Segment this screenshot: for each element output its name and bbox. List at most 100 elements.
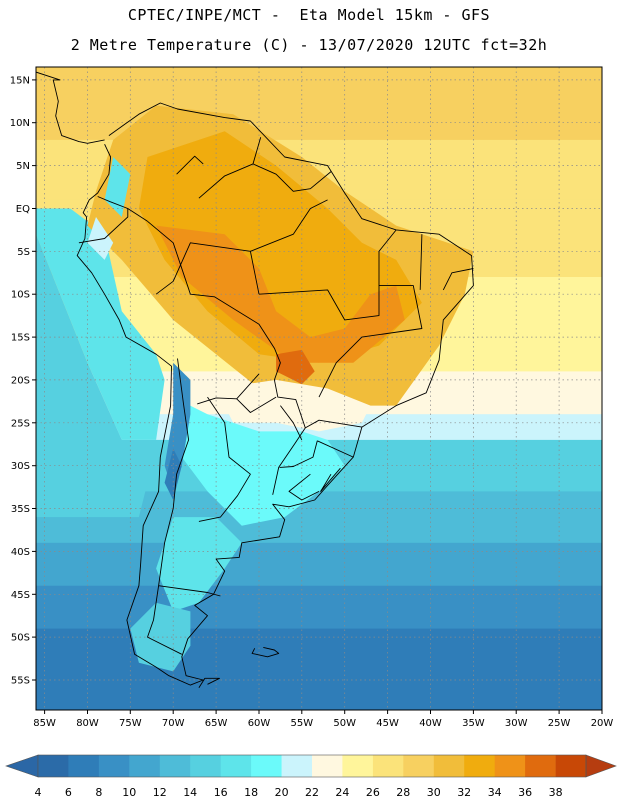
lat-label: 55S [11, 676, 30, 687]
coastline-borders [36, 71, 474, 688]
colorbar-swatch [38, 755, 69, 777]
colorbar-tick-label: 10 [122, 786, 136, 799]
lon-label: 25W [548, 718, 571, 729]
land-temperature-zone [164, 448, 182, 500]
lat-label: 10N [10, 118, 30, 129]
colorbar-swatch [220, 755, 252, 777]
colorbar-swatch [494, 755, 526, 777]
lat-label: 35S [11, 504, 30, 515]
lon-label: 85W [33, 718, 56, 729]
pacific-zone [36, 234, 148, 518]
boundary-line [36, 71, 105, 144]
land-temperature-zone [156, 517, 242, 612]
lon-label: 30W [505, 718, 528, 729]
lon-label: 20W [591, 718, 614, 729]
colorbar-swatch [433, 755, 465, 777]
lat-label: 25S [11, 418, 30, 429]
boundary-line [280, 405, 303, 441]
colorbar-tick-label: 24 [335, 786, 349, 799]
colorbar-tick-label: 34 [488, 786, 502, 799]
colorbar-swatch [525, 755, 556, 777]
colorbar-tick-label: 18 [244, 786, 258, 799]
boundary-line [147, 220, 306, 429]
colorbar-tick-label: 4 [35, 786, 42, 799]
map-frame [35, 66, 603, 711]
lat-label: 20S [11, 375, 30, 386]
colorbar-swatch [68, 755, 100, 777]
pacific-zone [36, 208, 165, 440]
ocean-band [36, 542, 602, 587]
lon-label: 65W [205, 718, 228, 729]
colorbar-swatch [312, 755, 343, 777]
colorbar-tick-label: 30 [427, 786, 441, 799]
colorbar-swatch [98, 755, 130, 777]
lat-label: 15S [11, 333, 30, 344]
graticule-grid [36, 67, 602, 710]
boundary-line [197, 373, 260, 405]
colorbar-tick-label: 16 [214, 786, 228, 799]
land-temperature-zone [87, 217, 114, 260]
lat-label: 5N [16, 161, 30, 172]
boundary-line [198, 137, 262, 199]
boundary-line [97, 196, 128, 209]
colorbar-swatch [190, 755, 221, 777]
colorbar-swatch [342, 755, 374, 777]
boundary-line [305, 419, 362, 429]
colorbar-tick-label: 12 [153, 786, 167, 799]
lat-label: EQ [16, 204, 30, 215]
lat-label: 10S [11, 290, 30, 301]
latitude-labels: 15N 10N 5N EQ 5S 10S 15S 20S 25S 30S 35S 40S 45S 50S 5… [10, 75, 36, 687]
lon-label: 80W [76, 718, 99, 729]
colorbar-frame [37, 754, 587, 778]
boundary-line [279, 440, 318, 468]
boundary-line [198, 396, 251, 522]
land-temperature-zone [216, 379, 371, 432]
boundary-line [378, 229, 397, 286]
colorbar-tick-label: 14 [183, 786, 197, 799]
boundary-line [317, 440, 354, 458]
boundary-line [147, 358, 190, 655]
colorbar-tick-label: 38 [549, 786, 563, 799]
lon-label: 50W [333, 718, 356, 729]
ocean-band [36, 67, 602, 141]
land-temperature-zone [173, 397, 345, 526]
colorbar-swatch [129, 755, 161, 777]
colorbar-tick-label: 28 [396, 786, 410, 799]
lon-label: 45W [376, 718, 399, 729]
colorbar-tick-label: 36 [518, 786, 532, 799]
colorbar-swatch [555, 755, 587, 777]
lon-label: 55W [290, 718, 313, 729]
lon-label: 40W [419, 718, 442, 729]
lon-label: 35W [462, 718, 485, 729]
land-temperature-zone [276, 349, 315, 385]
colorbar-swatch [251, 755, 282, 777]
boundary-line [76, 102, 474, 686]
colorbar-swatch [281, 755, 313, 777]
colorbar: 4 6 8 10 12 14 16 18 20 22 24 26 28 30 32 34 36 38 [5, 754, 617, 799]
colorbar-swatch [372, 755, 404, 777]
map-title-line1: CPTEC/INPE/MCT - Eta Model 15km - GFS [127, 6, 491, 24]
boundary-line [251, 646, 280, 658]
boundary-line [258, 285, 423, 398]
colorbar-swatch [159, 755, 191, 777]
boundary-line [249, 199, 328, 295]
lat-label: 45S [11, 590, 30, 601]
lat-label: 50S [11, 633, 30, 644]
colorbar-tick-label: 32 [457, 786, 471, 799]
colorbar-tick-label: 6 [65, 786, 72, 799]
boundary-line [442, 268, 474, 291]
colorbar-tick-label: 26 [366, 786, 380, 799]
ocean-band [36, 628, 602, 710]
map-title-line2: 2 Metre Temperature (C) - 13/07/2020 12U… [70, 36, 548, 54]
colorbar-tick-label: 20 [275, 786, 289, 799]
boundary-line [252, 163, 332, 192]
longitude-labels: 85W 80W 75W 70W 65W 60W 55W 50W 45W 40W 35W 30W 25W 2… [33, 710, 613, 729]
boundary-line [176, 155, 204, 175]
boundary-line [288, 473, 320, 501]
boundary-line [78, 208, 148, 244]
land-temperature-zone [156, 225, 405, 363]
lon-label: 75W [119, 718, 142, 729]
boundary-line [158, 585, 221, 597]
land-temperature-zone [130, 602, 191, 672]
